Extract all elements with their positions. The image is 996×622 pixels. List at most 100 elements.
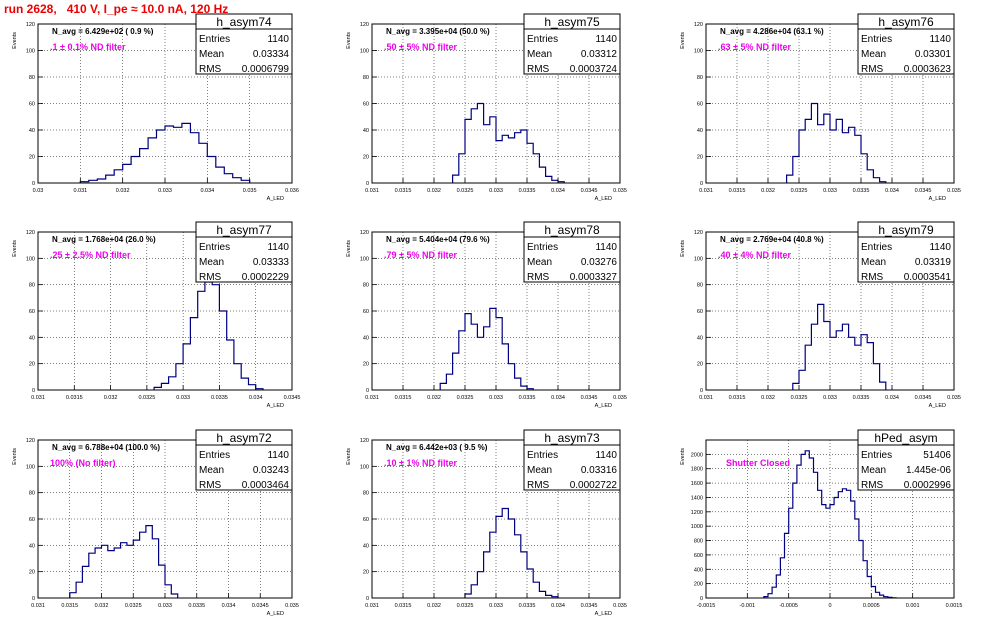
x-tick-label: 0.031 [31,603,45,609]
stats-label: RMS [527,272,550,283]
histogram-line [439,307,534,390]
stats-box [857,13,955,75]
x-tick-label: 0.0315 [729,188,746,194]
x-tick-label: 0.0335 [211,395,228,401]
x-tick-label: 0.031 [699,395,713,401]
stats-label: Entries [527,450,558,461]
stats-label: RMS [861,64,884,75]
y-axis-title: Events [346,448,352,465]
filter-note: .79 ± 5% ND filter [384,250,457,260]
x-tick-label: 0.033 [489,395,503,401]
stats-label: Mean [527,49,552,60]
stats-box [523,13,621,75]
y-tick-label: 80 [363,491,369,497]
y-axis-title: Events [12,448,18,465]
y-axis-title: Events [346,240,352,257]
stats-title: h_asym78 [544,223,600,237]
y-axis-title: Events [12,240,18,257]
x-tick-label: 0.034 [885,395,899,401]
stats-label: Entries [199,242,230,253]
stats-value: 0.0003464 [242,480,290,491]
histogram-line [69,525,179,598]
x-tick-label: 0.033 [823,188,837,194]
histogram-panel: 0.031 0.0315 0.032 0.0325 0.033 0.0335 0.034 0.… [12,429,299,617]
x-tick-label: 0.032 [427,395,441,401]
y-tick-label: 60 [363,309,369,315]
filter-note: .1 ± 0.1% ND filter [50,42,126,52]
stats-value: 0.03333 [253,257,290,268]
y-tick-label: 100 [26,464,35,470]
x-tick-label: 0.032 [95,603,109,609]
x-tick-label: 0.031 [73,188,87,194]
x-tick-label: 0.0345 [915,188,932,194]
stats-title: h_asym79 [878,223,934,237]
stats-value: 0.03243 [253,465,290,476]
x-tick-label: 0.031 [365,603,379,609]
filter-note: .63 ± 5% ND filter [718,42,791,52]
stats-value: 0.0003623 [904,64,952,75]
stats-label: Entries [861,34,892,45]
y-tick-label: 120 [26,230,35,236]
y-tick-label: 60 [29,309,35,315]
y-tick-label: 120 [360,22,369,28]
x-tick-label: 0.0005 [863,603,880,609]
y-tick-label: 600 [694,553,703,559]
stats-value: 0.03301 [915,49,952,60]
y-tick-label: 80 [697,283,703,289]
y-tick-label: 100 [26,49,35,55]
y-axis-title: Events [346,32,352,49]
y-tick-label: 120 [26,22,35,28]
x-tick-label: 0.0335 [853,188,870,194]
y-tick-label: 100 [694,256,703,262]
stats-title: h_asym76 [878,15,934,29]
stats-label: Mean [861,49,886,60]
y-tick-label: 40 [29,335,35,341]
filter-note: Shutter Closed [726,458,790,468]
x-tick-label: 0.034 [551,188,565,194]
x-tick-label: 0.033 [489,603,503,609]
histogram-line [452,102,565,183]
x-tick-label: 0.0325 [138,395,155,401]
x-tick-label: 0.031 [31,395,45,401]
stats-label: Mean [527,257,552,268]
x-tick-label: 0.035 [243,188,257,194]
x-tick-label: 0.0335 [853,395,870,401]
y-tick-label: 20 [29,362,35,368]
stats-value: 0.03319 [915,257,952,268]
stats-title: h_asym77 [216,223,272,237]
filter-note: .25 ± 2.5% ND filter [50,250,131,260]
y-tick-label: 80 [29,491,35,497]
x-tick-label: 0.036 [285,188,299,194]
y-tick-label: 60 [363,517,369,523]
stats-value: 0.0006799 [242,64,290,75]
x-tick-label: 0.035 [613,188,627,194]
x-tick-label: 0.03 [33,188,44,194]
run-title: run 2628, 410 V, I_pe ≈ 10.0 nA, 120 Hz [4,2,229,16]
x-tick-label: 0.033 [823,395,837,401]
stats-box [195,221,293,283]
y-tick-label: 20 [29,155,35,161]
stats-label: Entries [199,34,230,45]
y-tick-label: 60 [29,102,35,108]
x-tick-label: 0.033 [158,188,172,194]
y-tick-label: 40 [363,128,369,134]
stats-value: 1.445e-06 [906,465,951,476]
stats-label: RMS [527,480,550,491]
stats-label: Entries [527,34,558,45]
y-tick-label: 1600 [691,481,703,487]
y-tick-label: 100 [360,256,369,262]
y-tick-label: 120 [694,230,703,236]
stats-value: 0.03312 [581,49,618,60]
stats-title: h_asym75 [544,15,600,29]
y-tick-label: 1200 [691,510,703,516]
stats-label: Mean [199,465,224,476]
x-tick-label: -0.0015 [697,603,716,609]
y-tick-label: 100 [360,464,369,470]
y-axis-title: Events [680,448,686,465]
y-tick-label: 40 [363,543,369,549]
x-tick-label: 0.035 [613,603,627,609]
stats-value: 0.03276 [581,257,618,268]
y-tick-label: 80 [697,75,703,81]
y-tick-label: 2000 [691,452,703,458]
x-tick-label: 0.001 [906,603,920,609]
